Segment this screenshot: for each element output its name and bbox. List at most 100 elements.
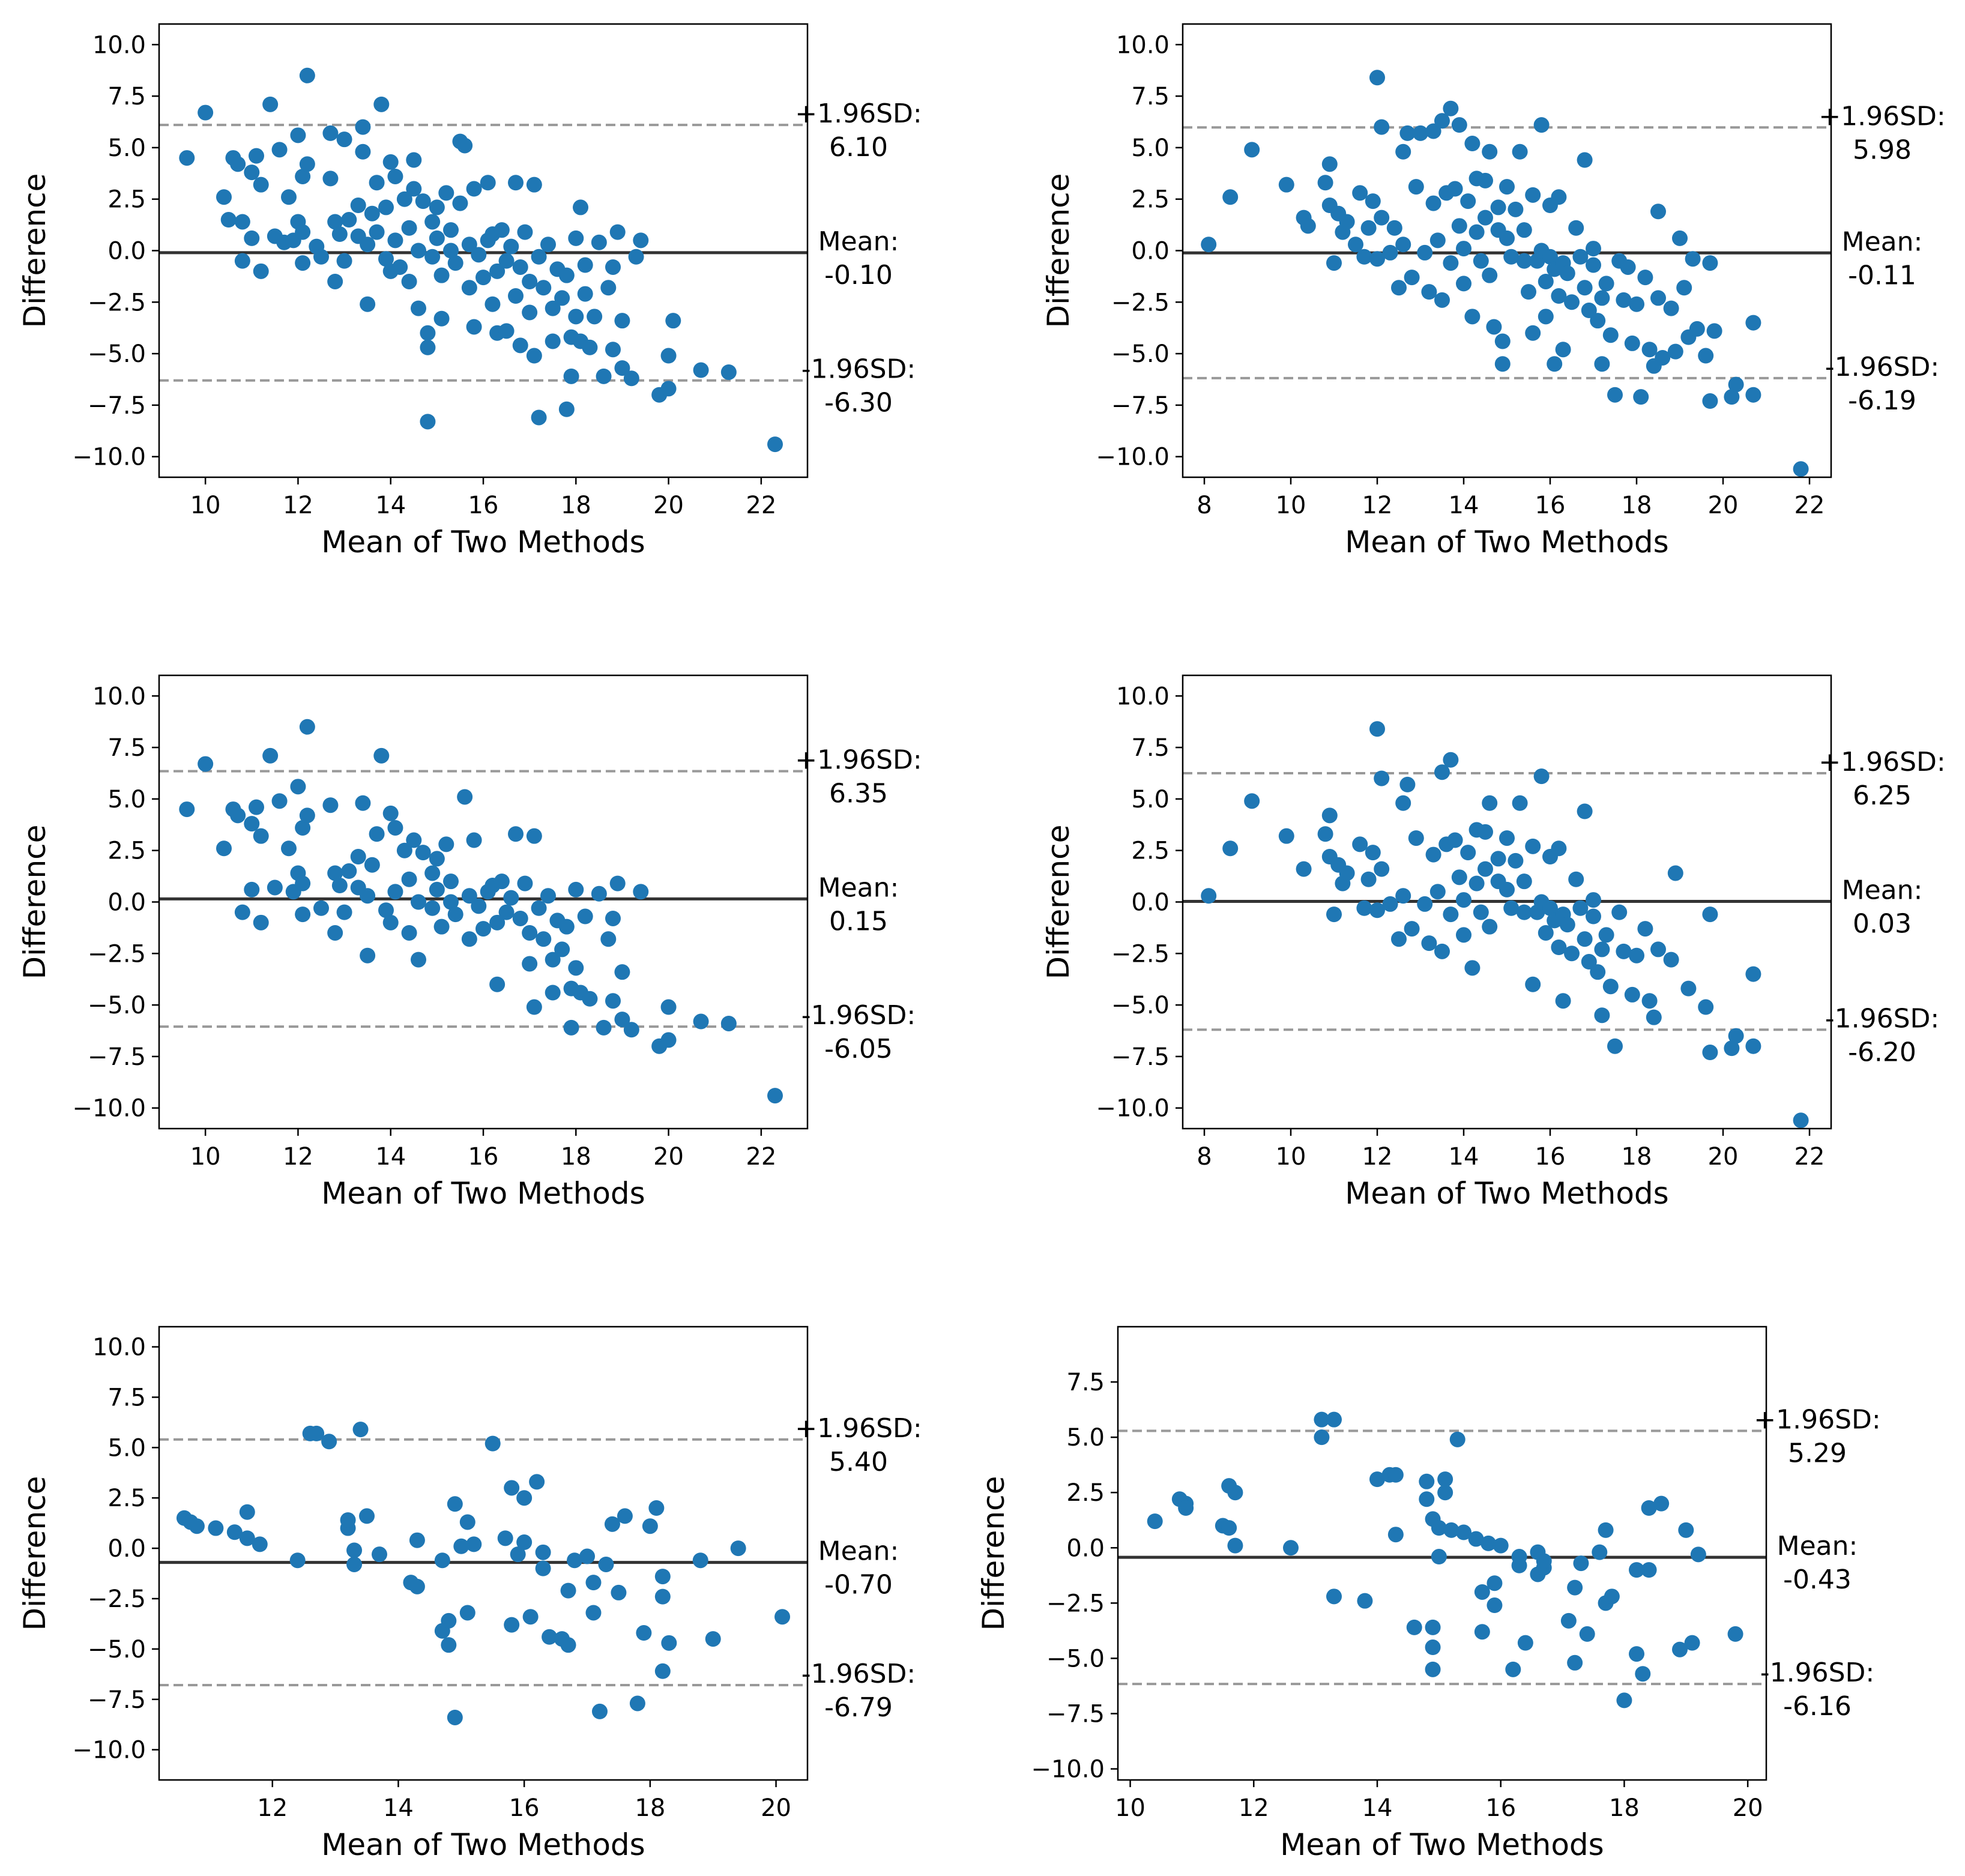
chart-panel-6: 10 12 14 16 18 20 7.5 5.0 2.5 0.0 −2.5 −5.0 −7.5 −10.… (976, 1326, 1881, 1862)
data-point (271, 142, 288, 158)
data-point (1431, 1549, 1447, 1565)
data-point (1404, 921, 1420, 937)
data-point (1629, 296, 1644, 312)
data-point (554, 941, 570, 958)
y-tick-label: 10.0 (1116, 683, 1170, 710)
data-point (720, 1015, 737, 1031)
data-point (309, 1425, 325, 1441)
data-point (542, 1629, 558, 1645)
data-point (340, 1512, 356, 1528)
data-point (1434, 943, 1450, 959)
data-point (498, 904, 515, 920)
chart-panel-5: 12 14 16 18 20 10.0 7.5 5.0 2.5 0.0 −2.5 −5.0 −7.5 −1… (17, 1326, 922, 1862)
data-point (568, 881, 584, 897)
x-axis-label: Mean of Two Methods (1280, 1827, 1604, 1862)
data-point (1464, 960, 1481, 976)
data-point (1594, 941, 1610, 958)
data-point (1478, 210, 1493, 226)
upper-limit-label: +1.96SD: (795, 745, 922, 776)
data-point (489, 976, 506, 992)
data-point (508, 175, 524, 191)
data-point (1641, 1500, 1657, 1516)
y-axis-label: Difference (17, 825, 52, 980)
data-point (252, 1536, 268, 1552)
data-point (654, 1663, 671, 1679)
data-point (1620, 259, 1636, 275)
data-point (503, 890, 519, 906)
data-point (1227, 1485, 1243, 1501)
lower-limit-label: -1.96SD: (801, 354, 916, 385)
upper-limit-value: 5.29 (1788, 1438, 1847, 1468)
data-points (179, 67, 783, 453)
y-axis-label: Difference (976, 1476, 1011, 1631)
data-point (1317, 826, 1333, 842)
data-point (1604, 1588, 1620, 1605)
data-point (522, 1609, 539, 1625)
data-point (249, 148, 264, 164)
data-point (1374, 861, 1390, 877)
data-point (623, 1022, 639, 1038)
data-point (457, 789, 473, 805)
data-point (1676, 280, 1692, 296)
chart-panel-1: 10 12 14 16 18 20 22 10.0 7.5 5.0 2.5 0.0 −2.5 −5.0 −7… (17, 23, 922, 559)
data-point (1577, 280, 1593, 296)
data-point (535, 1544, 551, 1560)
data-point (1391, 931, 1407, 947)
data-point (1391, 280, 1407, 296)
data-point (497, 1530, 513, 1546)
data-point (1564, 294, 1580, 310)
data-point (1728, 376, 1744, 393)
data-point (1745, 1038, 1761, 1054)
data-point (230, 807, 246, 824)
data-point (327, 865, 343, 881)
data-point (295, 255, 311, 271)
mean-label: Mean: (1842, 875, 1923, 905)
data-point (234, 253, 250, 269)
data-point (411, 243, 426, 259)
data-point (1598, 276, 1614, 292)
data-point (313, 249, 329, 265)
data-point (577, 286, 593, 302)
x-tick-label: 16 (1535, 492, 1566, 519)
data-point (1429, 884, 1446, 900)
data-point (1300, 218, 1316, 234)
data-point (1494, 333, 1511, 349)
data-point (321, 1434, 337, 1450)
data-point (299, 67, 315, 83)
x-tick-label: 10 (190, 492, 221, 519)
data-point (1474, 1624, 1490, 1640)
y-tick-label: 7.5 (1066, 1369, 1105, 1396)
data-point (1348, 237, 1363, 253)
data-point (1321, 156, 1338, 172)
data-point (605, 993, 621, 1009)
data-point (1586, 908, 1601, 924)
data-point (415, 845, 431, 861)
data-point (1629, 1562, 1644, 1578)
data-point (1586, 892, 1601, 908)
y-tick-label: −7.5 (88, 1043, 146, 1071)
x-tick-label: 18 (561, 1143, 591, 1171)
data-point (234, 214, 250, 230)
data-point (1517, 1635, 1533, 1651)
mean-value: -0.10 (824, 260, 893, 291)
plot-frame (158, 1326, 809, 1781)
data-point (244, 816, 260, 832)
data-point (1222, 189, 1239, 205)
data-point (290, 127, 306, 143)
y-tick-label: −7.5 (88, 1686, 146, 1714)
data-point (494, 222, 510, 238)
data-point (406, 832, 422, 848)
data-point (1680, 980, 1697, 997)
data-point (253, 263, 269, 279)
data-point (1793, 461, 1809, 477)
data-point (1493, 1537, 1509, 1554)
data-point (1399, 125, 1416, 141)
data-point (1408, 830, 1424, 846)
data-point (267, 879, 283, 896)
data-point (1490, 851, 1506, 867)
data-point (313, 900, 329, 916)
data-point (1525, 838, 1541, 854)
data-point (1616, 1692, 1632, 1709)
data-point (281, 840, 297, 857)
x-tick-label: 14 (375, 1143, 406, 1171)
